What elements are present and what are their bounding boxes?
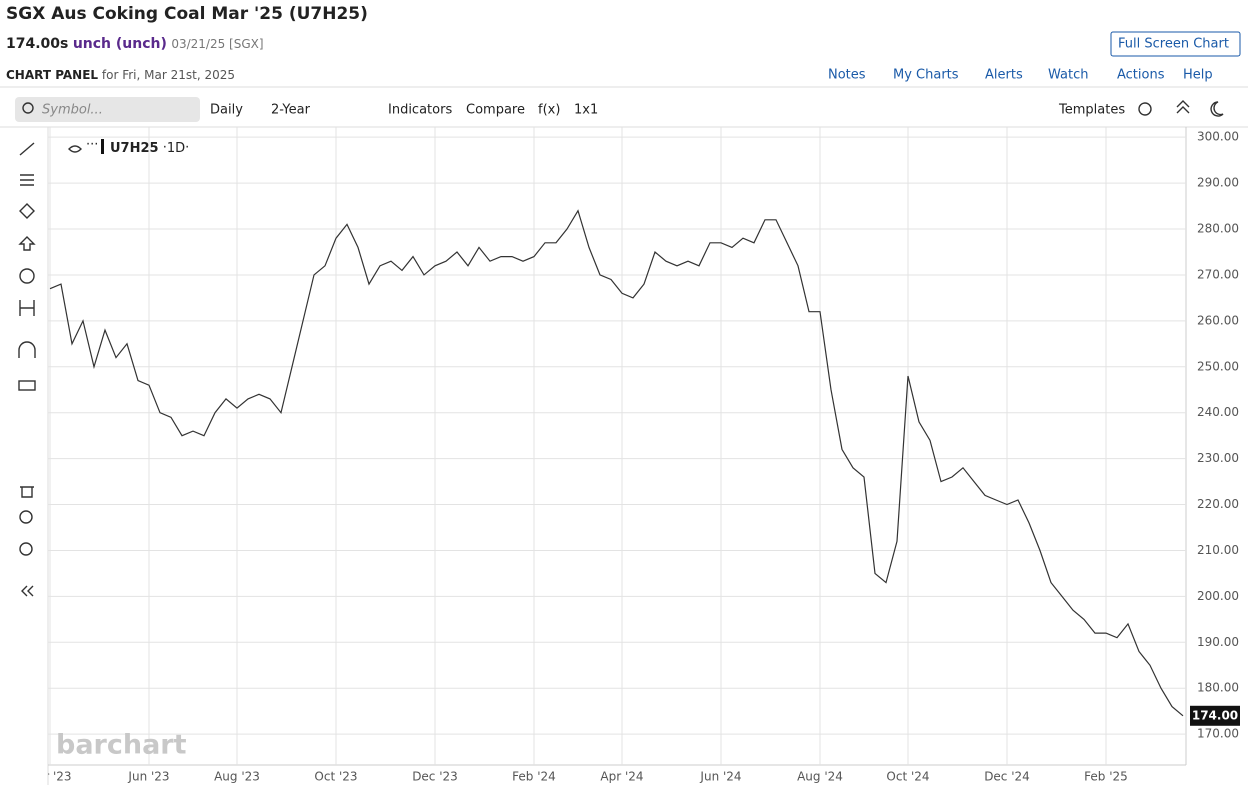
y-tick-label: 240.00 [1197,405,1239,419]
tool-arrow[interactable] [18,236,36,251]
search-box[interactable] [15,97,200,122]
tool-fib[interactable] [20,174,34,186]
menu-item[interactable]: Watch [1048,68,1088,83]
x-tick-label: Jun '23 [127,770,169,784]
y-tick-label: 200.00 [1197,589,1239,603]
panel-title: CHART PANEL [6,68,98,82]
legend-more[interactable]: ··· [86,138,98,153]
x-tick-label: Dec '24 [984,770,1030,784]
visibility-icon[interactable] [68,145,82,153]
toolbar: Daily 2-Year Indicators Compare f(x) 1x1 [210,103,598,118]
x-tick-label: Aug '23 [214,770,260,784]
y-tick-label: 210.00 [1197,543,1239,557]
menu-item[interactable]: My Charts [893,68,959,83]
y-tick-label: 300.00 [1197,130,1239,144]
y-tick-label: 290.00 [1197,176,1239,190]
quote-date: 03/21/25 [SGX] [171,37,263,51]
title: SGX Aus Coking Coal Mar '25 (U7H25) [6,4,368,24]
fullscreen-button[interactable] [1110,31,1241,57]
x-tick-label: Feb '24 [512,770,556,784]
x-tick-label: Oct '23 [314,770,357,784]
panel: CHART PANEL for Fri, Mar 21st, 2025 [6,68,235,82]
menu-item[interactable]: Help [1183,68,1213,83]
watermark: barchart [56,730,187,761]
legend-name: U7H25 [110,141,159,156]
tool-magnet[interactable] [18,341,36,358]
last-value-label: 174.00 [1192,708,1238,722]
settings-icon[interactable] [1138,102,1152,116]
menu-item[interactable]: Alerts [985,68,1023,83]
x-tick-label: Jun '24 [699,770,741,784]
price-line [49,209,1184,717]
collapse-icon[interactable] [1176,100,1190,114]
sidebar [18,142,36,597]
collapse-sidebar[interactable] [21,585,34,597]
zoom-in[interactable] [19,510,33,524]
change: unch (unch) [73,36,167,52]
price: 174.00s [6,36,68,52]
templates[interactable]: Templates [1058,103,1125,118]
x-tick-label: Apr '23 [28,770,71,784]
toolbar-item[interactable]: Indicators [388,103,452,118]
y-tick-label: 230.00 [1197,451,1239,465]
tool-line[interactable] [19,142,35,156]
legend-swatch [101,139,104,154]
y-tick-label: 270.00 [1197,267,1239,281]
toolbar-item[interactable]: Compare [466,103,525,118]
menu: Notes My Charts Alerts Watch Actions Help [828,68,1213,83]
y-tick-label: 220.00 [1197,497,1239,511]
x-tick-label: Dec '23 [412,770,458,784]
x-tick-label: Apr '24 [600,770,643,784]
theme-icon[interactable] [1210,101,1224,117]
tool-delete[interactable] [20,486,34,498]
tool-measure[interactable] [19,300,35,316]
toolbar-item[interactable]: Daily [210,103,243,118]
y-tick-label: 190.00 [1197,635,1239,649]
fullscreen-label[interactable]: Full Screen Chart [1118,37,1229,52]
toolbar-item[interactable]: f(x) [538,103,560,118]
menu-item[interactable]: Notes [828,68,866,83]
x-tick-label: Aug '24 [797,770,843,784]
legend-interval: 1D [167,141,185,156]
search-placeholder[interactable]: Symbol... [42,103,103,118]
legend: U7H25 ·1D· [110,141,189,156]
search-icon [22,102,34,114]
x-tick-label: Feb '25 [1084,770,1128,784]
tool-shape[interactable] [19,203,35,219]
quote: 174.00s unch (unch) 03/21/25 [SGX] [6,36,264,52]
toolbar-item[interactable]: 2-Year [271,103,311,118]
y-tick-label: 250.00 [1197,359,1239,373]
tool-lock[interactable] [18,380,36,391]
zoom-out[interactable] [19,542,33,556]
plot: Apr '23 Jun '23 Aug '23 Oct '23 Dec '23 Feb '… [28,127,1186,784]
toolbar-item[interactable]: 1x1 [574,103,598,118]
y-tick-label: 170.00 [1197,727,1239,741]
last-value-badge [1190,705,1240,726]
panel-date: for Fri, Mar 21st, 2025 [102,68,235,82]
tool-note[interactable] [19,268,35,284]
x-tick-label: Oct '24 [886,770,929,784]
y-tick-label: 280.00 [1197,222,1239,236]
menu-item[interactable]: Actions [1117,68,1165,83]
y-tick-label: 180.00 [1197,681,1239,695]
y-tick-label: 260.00 [1197,313,1239,327]
